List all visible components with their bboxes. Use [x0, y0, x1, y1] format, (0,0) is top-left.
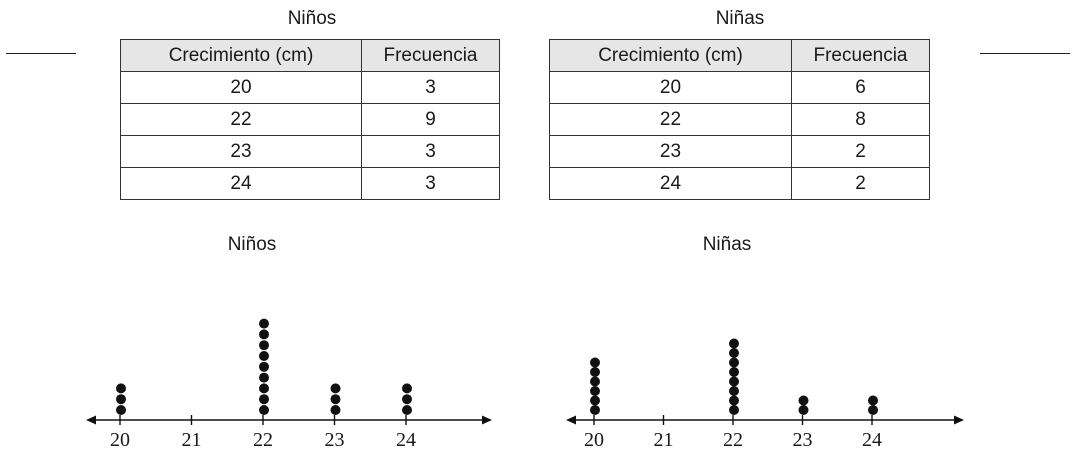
data-dot	[330, 405, 341, 415]
column-header-frequency: Frecuencia	[361, 39, 500, 72]
table-row: 20 3	[120, 71, 500, 104]
table-row: 22 9	[120, 103, 500, 136]
data-dot	[259, 394, 269, 405]
data-dot	[590, 405, 600, 415]
table-title-ninos: Niños	[287, 8, 337, 29]
table-title-ninas: Niñas	[715, 8, 765, 29]
table-row: 23 3	[120, 135, 500, 168]
x-tick-label: 21	[182, 429, 202, 451]
table-cell: 20	[120, 71, 362, 104]
data-dot	[116, 405, 126, 415]
frequency-table-ninas: Crecimiento (cm) Frecuencia 20 6 22 8 23 2 …	[549, 39, 930, 200]
table-cell: 6	[791, 71, 930, 104]
column-header-growth: Crecimiento (cm)	[549, 39, 792, 72]
table-row: 24 2	[549, 167, 930, 200]
x-tick-label: 24	[862, 429, 882, 451]
table-cell: 22	[120, 103, 362, 136]
data-dot	[729, 405, 739, 415]
x-tick-label: 22	[253, 429, 273, 451]
data-dot	[729, 348, 739, 358]
x-tick-label: 23	[793, 429, 813, 451]
data-dot	[259, 340, 269, 351]
data-dot	[259, 372, 269, 383]
table-cell: 22	[549, 103, 792, 136]
x-tick-label: 24	[396, 429, 416, 451]
table-cell: 23	[120, 135, 362, 168]
dotplot-ninos: 20 21 22 23 24	[86, 318, 492, 451]
frequency-table-ninos: Crecimiento (cm) Frecuencia 20 3 22 9 23 3 …	[120, 39, 500, 200]
data-dot	[590, 395, 600, 406]
data-dot	[259, 351, 269, 361]
axis-arrow-right	[482, 415, 492, 425]
table-row: 23 2	[549, 135, 930, 168]
data-dot	[590, 357, 600, 368]
data-dot	[259, 329, 269, 340]
answer-line-right	[980, 53, 1070, 54]
data-dot	[330, 383, 341, 394]
table-cell: 9	[361, 103, 500, 136]
data-dot	[729, 386, 739, 396]
table-cell: 24	[549, 167, 792, 200]
data-dot	[590, 376, 600, 387]
data-dot	[729, 395, 739, 406]
table-cell: 3	[361, 71, 500, 104]
table-row: 22 8	[549, 103, 930, 136]
data-dot	[798, 395, 809, 406]
data-dot	[330, 394, 341, 405]
x-tick-label: 21	[654, 429, 674, 451]
column-header-frequency: Frecuencia	[791, 39, 930, 72]
table-cell: 23	[549, 135, 792, 168]
data-dot	[590, 367, 600, 377]
column-header-growth: Crecimiento (cm)	[120, 39, 362, 72]
x-tick-label: 20	[584, 429, 604, 451]
data-dot	[259, 318, 269, 329]
answer-line-left	[6, 53, 76, 54]
data-dot	[868, 395, 878, 406]
data-dot	[729, 376, 739, 387]
data-dot	[116, 394, 126, 405]
data-dot	[729, 367, 739, 377]
data-dot	[590, 386, 600, 396]
table-cell: 2	[791, 135, 930, 168]
table-cell: 2	[791, 167, 930, 200]
data-dot	[259, 361, 269, 372]
table-cell: 20	[549, 71, 792, 104]
table-header-row: Crecimiento (cm) Frecuencia	[120, 39, 500, 72]
dotplot-ninas: 20 21 22 23 24	[566, 338, 964, 451]
table-cell: 24	[120, 167, 362, 200]
table-row: 24 3	[120, 167, 500, 200]
data-dot	[729, 357, 739, 368]
x-tick-label: 22	[723, 429, 743, 451]
table-row: 20 6	[549, 71, 930, 104]
data-dot	[402, 394, 412, 405]
table-cell: 3	[361, 167, 500, 200]
data-dot	[402, 383, 412, 394]
x-tick-label: 23	[325, 429, 345, 451]
table-header-row: Crecimiento (cm) Frecuencia	[549, 39, 930, 72]
dotplot-title-ninas: Niñas	[702, 234, 752, 255]
dotplot-title-ninos: Niños	[227, 234, 277, 255]
data-dot	[116, 383, 126, 394]
axis-arrow-left	[86, 415, 96, 425]
data-dot	[259, 383, 269, 394]
x-tick-label: 20	[110, 429, 130, 451]
data-dot	[798, 405, 809, 415]
data-dot	[868, 405, 878, 415]
axis-arrow-left	[566, 415, 576, 425]
table-cell: 3	[361, 135, 500, 168]
axis-arrow-right	[954, 415, 964, 425]
data-dot	[729, 338, 739, 349]
table-cell: 8	[791, 103, 930, 136]
data-dot	[259, 405, 269, 415]
data-dot	[402, 405, 412, 415]
